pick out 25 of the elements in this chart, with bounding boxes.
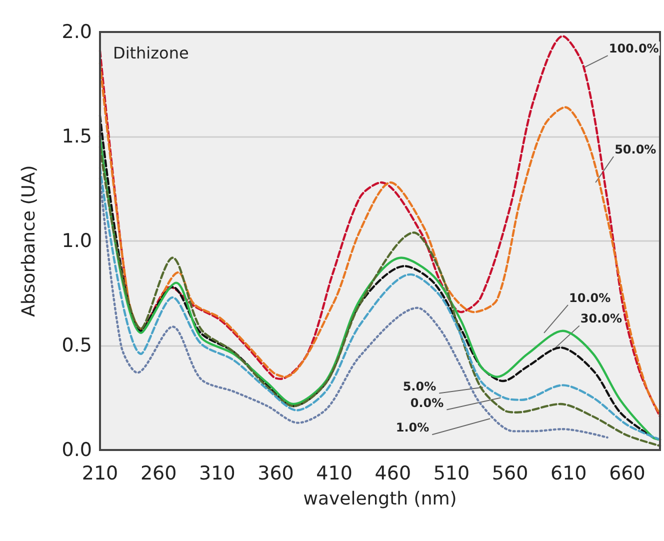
- x-tick-label: 360: [258, 462, 294, 484]
- x-tick-label: 460: [374, 462, 412, 484]
- y-axis-title: Absorbance (UA): [18, 165, 40, 317]
- y-tick-label: 1.5: [62, 126, 92, 148]
- x-tick-label: 660: [609, 462, 646, 484]
- y-tick-label: 0.0: [62, 439, 92, 461]
- y-tick-label: 1.0: [62, 230, 92, 252]
- x-tick-label: 210: [82, 462, 118, 484]
- x-tick-label: 510: [433, 462, 470, 484]
- y-tick-label: 2.0: [62, 21, 92, 43]
- text: Dithizone: [113, 44, 189, 62]
- x-tick-label: 410: [316, 462, 352, 484]
- x-tick-label: 310: [199, 462, 236, 484]
- x-tick-label: 260: [140, 462, 177, 484]
- annotation: 0.0%: [410, 396, 444, 410]
- annotation: 30.0%: [580, 312, 622, 326]
- annotation: 5.0%: [402, 379, 436, 394]
- annotation: 50.0%: [614, 142, 656, 156]
- annotation: 1.0%: [396, 420, 430, 435]
- x-tick-label: 560: [492, 462, 528, 484]
- y-tick-label: 0.5: [62, 334, 92, 356]
- annotation: 100.0%: [608, 42, 659, 56]
- x-tick-label: 610: [550, 462, 587, 484]
- x-axis-title: wavelength (nm): [303, 488, 457, 510]
- annotation: 10.0%: [569, 290, 611, 305]
